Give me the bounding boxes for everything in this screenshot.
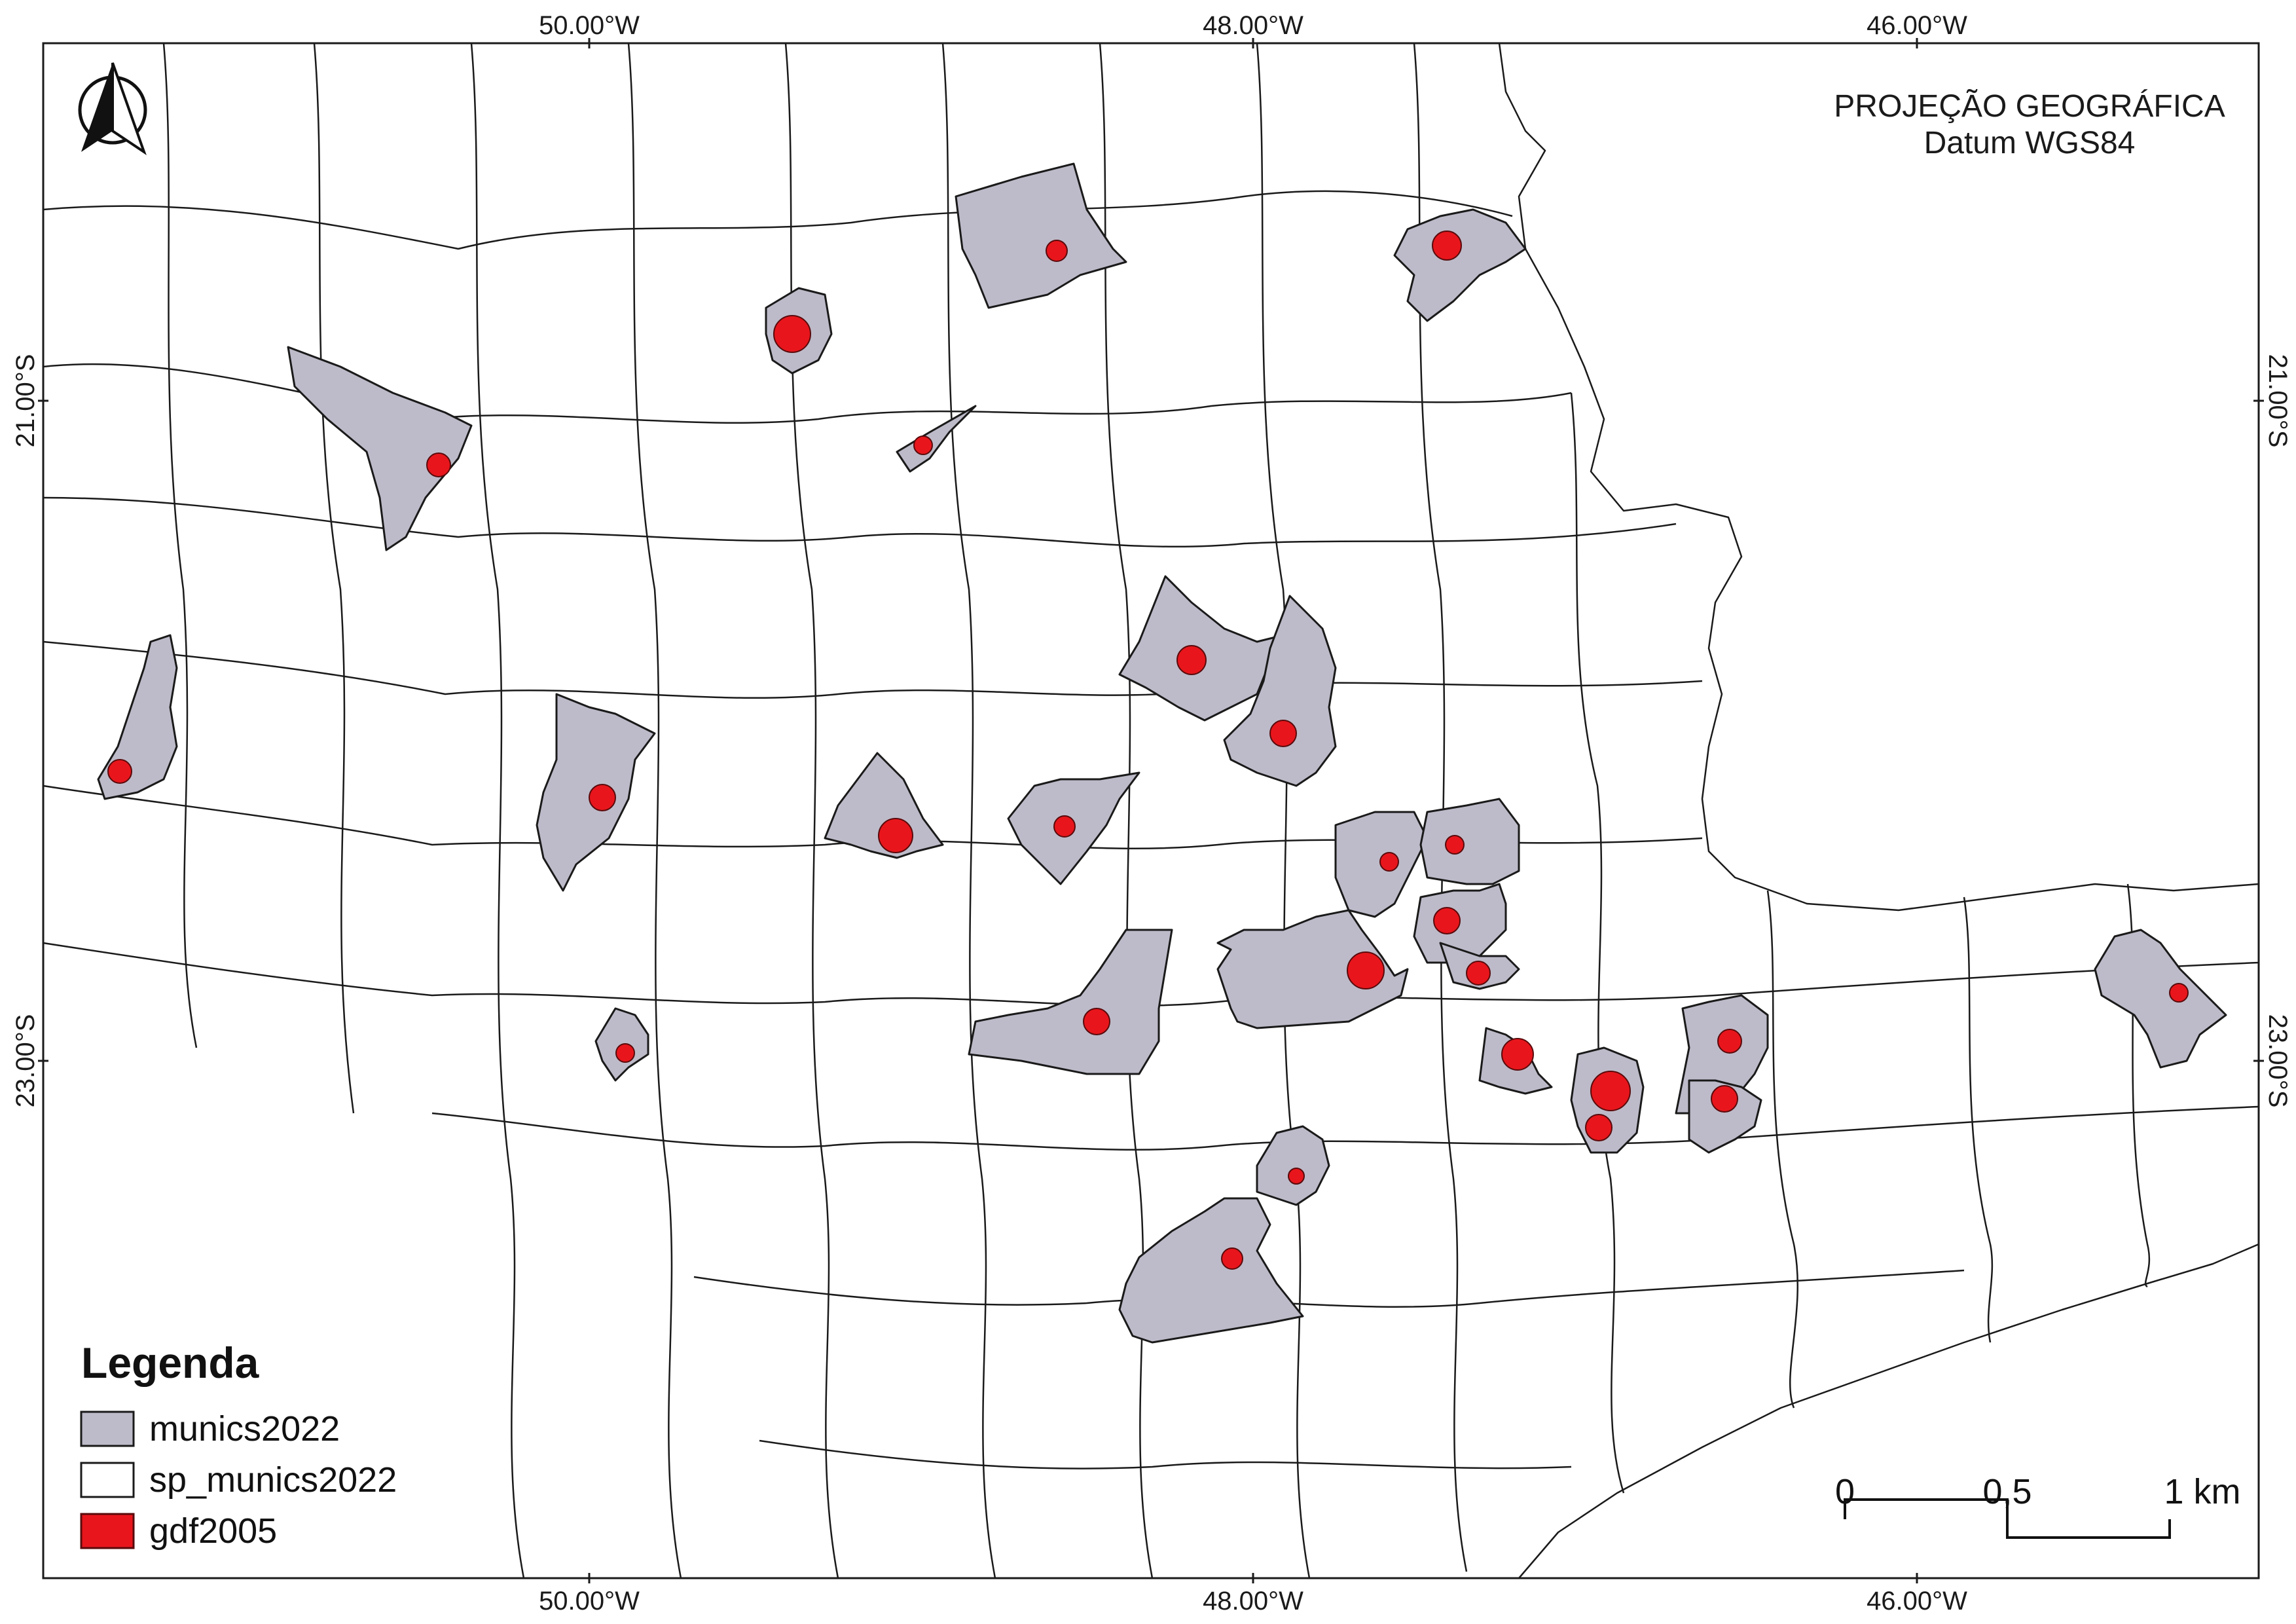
urban-area	[1176, 645, 1207, 675]
urban-area	[1053, 815, 1076, 838]
urban-area	[1585, 1114, 1613, 1141]
urban-area	[878, 818, 913, 853]
north-arrow-icon	[78, 62, 147, 155]
map-frame	[42, 42, 2260, 1579]
highlighted-municipality	[1419, 798, 1520, 885]
urban-area	[773, 315, 811, 353]
highlighted-municipality	[1688, 1079, 1762, 1154]
urban-area	[107, 759, 132, 784]
legend-label-munics2022: munics2022	[149, 1409, 340, 1449]
projection-datum: Datum WGS84	[1924, 126, 2136, 160]
highlighted-municipality	[896, 405, 977, 473]
highlighted-municipality	[97, 634, 178, 800]
highlighted-municipality	[1216, 909, 1409, 1029]
lat-label-right-2: 23.00°S	[2263, 1014, 2292, 1108]
lon-label-bottom-2: 48.00°W	[1203, 1587, 1303, 1615]
state-boundary	[42, 42, 2260, 1579]
lon-label-top-2: 48.00°W	[1203, 11, 1303, 40]
legend-swatch-sp-munics2022	[80, 1462, 135, 1498]
legend-label-sp-munics2022: sp_munics2022	[149, 1460, 397, 1500]
legend: Legenda munics2022 sp_munics2022 gdf2005	[80, 1338, 397, 1551]
highlighted-municipality	[287, 346, 473, 551]
legend-swatch-gdf2005	[80, 1513, 135, 1549]
highlighted-municipality	[824, 752, 944, 859]
highlighted-municipality	[1118, 575, 1285, 722]
urban-area	[1288, 1168, 1305, 1185]
scale-bar: 0 0,5 1 km	[1835, 1472, 2241, 1539]
urban-area	[589, 784, 616, 811]
urban-area	[1501, 1038, 1534, 1071]
scale-label-1km: 1 km	[2164, 1472, 2240, 1511]
urban-area	[426, 452, 451, 477]
urban-area	[1379, 852, 1399, 872]
highlighted-municipality	[968, 929, 1173, 1075]
legend-title: Legenda	[81, 1338, 260, 1387]
lon-label-top-1: 50.00°W	[539, 11, 640, 40]
urban-area	[1433, 907, 1461, 934]
urban-area	[1269, 720, 1297, 747]
lat-label-left-2: 23.00°S	[11, 1014, 40, 1108]
urban-area	[615, 1043, 635, 1063]
sp-municipalities-layer	[42, 42, 2260, 1579]
highlighted-municipality	[1223, 595, 1337, 787]
lon-label-bottom-3: 46.00°W	[1867, 1587, 1967, 1615]
projection-title: PROJEÇÃO GEOGRÁFICA	[1834, 88, 2225, 124]
highlighted-municipality	[1256, 1125, 1330, 1206]
urban-area	[1717, 1029, 1742, 1054]
scale-label-0: 0	[1835, 1472, 1855, 1511]
urban-area	[913, 435, 933, 455]
urban-area	[1432, 231, 1462, 261]
gdf2005-layer	[107, 231, 2189, 1270]
legend-swatch-munics2022	[80, 1411, 135, 1447]
legend-label-gdf2005: gdf2005	[149, 1511, 277, 1551]
urban-area	[1347, 951, 1385, 989]
lat-label-right-1: 21.00°S	[2263, 354, 2292, 448]
urban-area	[1445, 835, 1465, 855]
highlighted-municipality	[2094, 929, 2227, 1069]
highlighted-municipality	[1118, 1197, 1304, 1344]
highlighted-municipality	[1393, 208, 1527, 322]
urban-area	[2169, 983, 2189, 1003]
lon-label-top-3: 46.00°W	[1867, 11, 1967, 40]
urban-area	[1083, 1008, 1110, 1035]
scale-label-half: 0,5	[1982, 1472, 2032, 1511]
lat-label-left-1: 21.00°S	[11, 354, 40, 448]
urban-area	[1046, 240, 1068, 262]
urban-area	[1221, 1247, 1243, 1270]
lon-label-bottom-1: 50.00°W	[539, 1587, 640, 1615]
urban-area	[1590, 1071, 1631, 1111]
highlighted-municipality	[955, 162, 1127, 309]
urban-area	[1711, 1085, 1738, 1113]
urban-area	[1466, 961, 1491, 986]
